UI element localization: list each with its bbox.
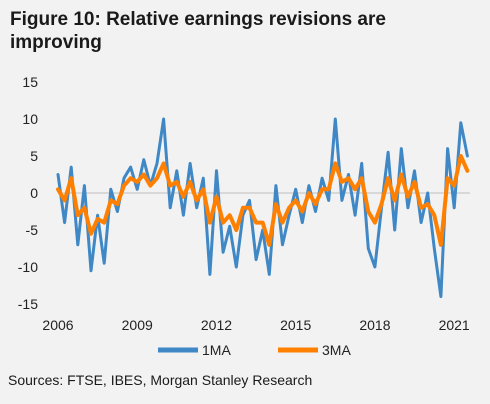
x-tick-label: 2006 <box>42 317 73 333</box>
y-tick-label: 10 <box>22 111 38 127</box>
series-line-3ma <box>56 154 470 247</box>
legend: 1MA 3MA <box>158 342 351 358</box>
x-tick-label: 2012 <box>201 317 232 333</box>
x-axis-ticks: 2006 2009 2012 2015 2018 2021 <box>42 317 470 333</box>
legend-label-3ma: 3MA <box>322 342 351 358</box>
y-tick-label: 0 <box>30 185 38 201</box>
chart-title: Figure 10: Relative earnings revisions a… <box>10 9 386 53</box>
y-tick-label: 15 <box>22 74 38 90</box>
x-tick-label: 2018 <box>359 317 390 333</box>
x-tick-label: 2009 <box>122 317 153 333</box>
x-tick-label: 2021 <box>439 317 470 333</box>
x-tick-label: 2015 <box>280 317 311 333</box>
series-lines <box>56 117 470 299</box>
y-tick-label: -15 <box>18 296 38 312</box>
y-tick-label: -5 <box>26 222 39 238</box>
series-line-1ma <box>56 117 469 299</box>
y-tick-label: 5 <box>30 148 38 164</box>
legend-label-1ma: 1MA <box>202 342 231 358</box>
y-axis-ticks: 15 10 5 0 -5 -10 -15 <box>18 74 38 312</box>
source-note: Sources: FTSE, IBES, Morgan Stanley Rese… <box>8 372 313 388</box>
y-tick-label: -10 <box>18 259 38 275</box>
